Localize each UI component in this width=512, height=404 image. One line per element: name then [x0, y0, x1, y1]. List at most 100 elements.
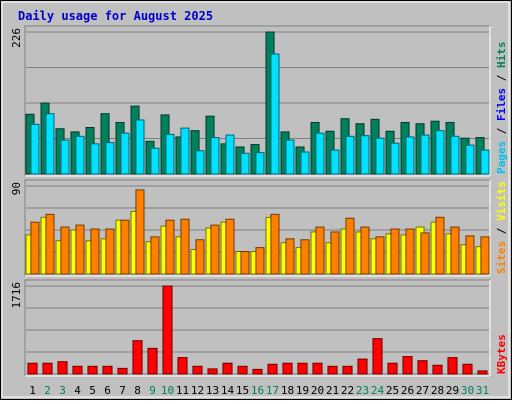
bar-kbytes-day-30 — [462, 363, 473, 375]
bar-kbytes-day-31 — [477, 370, 488, 375]
bar-sites-day-12 — [195, 239, 205, 275]
bar-kbytes-day-28 — [432, 364, 443, 375]
bar-kbytes-day-5 — [87, 365, 98, 375]
bar-kbytes-day-6 — [102, 365, 113, 375]
x-tick-label: 20 — [311, 384, 324, 397]
x-tick-label: 30 — [461, 384, 474, 397]
x-tick-label: 23 — [356, 384, 369, 397]
bar-kbytes-day-16 — [252, 368, 263, 375]
bar-files-day-13 — [210, 137, 220, 175]
bar-files-day-26 — [405, 136, 415, 175]
x-tick-label: 19 — [296, 384, 309, 397]
x-tick-label: 6 — [104, 384, 111, 397]
bar-kbytes-day-4 — [72, 365, 83, 375]
x-tick-label: 8 — [134, 384, 141, 397]
bar-kbytes-day-18 — [282, 362, 293, 375]
bar-files-day-2 — [45, 113, 55, 175]
bar-sites-day-16 — [255, 247, 265, 275]
bar-files-day-27 — [420, 134, 430, 175]
bar-files-day-23 — [360, 135, 370, 175]
bar-files-day-7 — [120, 132, 130, 175]
series-axis-label-part: / — [495, 68, 508, 88]
chart-title: Daily usage for August 2025 — [18, 9, 213, 23]
bar-sites-day-11 — [180, 218, 190, 275]
x-tick-label: 29 — [446, 384, 459, 397]
x-tick-label: 12 — [191, 384, 204, 397]
bar-sites-day-20 — [315, 226, 325, 275]
bar-kbytes-day-22 — [342, 365, 353, 375]
bar-kbytes-day-20 — [312, 362, 323, 375]
bar-kbytes-day-27 — [417, 360, 428, 375]
bar-files-day-17 — [270, 53, 280, 175]
panels-layer: 226 Pages / Files / Hits 90 Sites / Visits 1… — [10, 25, 508, 377]
bar-sites-day-24 — [375, 236, 385, 275]
x-tick-label: 15 — [236, 384, 249, 397]
x-tick-label: 9 — [149, 384, 156, 397]
bar-sites-day-28 — [435, 216, 445, 275]
bar-sites-day-3 — [60, 226, 70, 275]
x-tick-label: 4 — [74, 384, 81, 397]
bar-sites-day-1 — [30, 221, 40, 275]
bar-sites-day-13 — [210, 224, 220, 275]
panel-kbytes: 1716 KBytes — [10, 279, 508, 377]
series-axis-label-part: Sites — [495, 241, 508, 274]
bar-kbytes-day-19 — [297, 362, 308, 375]
bar-files-day-22 — [345, 135, 355, 175]
bar-files-day-29 — [450, 135, 460, 175]
x-tick-label: 22 — [341, 384, 354, 397]
bar-sites-day-5 — [90, 228, 100, 275]
bar-sites-day-10 — [165, 219, 175, 275]
x-tick-label: 1 — [29, 384, 36, 397]
bar-kbytes-day-21 — [327, 365, 338, 375]
bar-files-day-15 — [240, 152, 250, 175]
panel-hits-files-pages: 226 Pages / Files / Hits — [10, 25, 508, 177]
bar-kbytes-day-3 — [57, 361, 68, 375]
bar-files-day-24 — [375, 137, 385, 175]
bar-files-day-6 — [105, 142, 115, 175]
bar-kbytes-day-15 — [237, 365, 248, 375]
bar-sites-day-25 — [390, 228, 400, 275]
panel-visits-sites: 90 Sites / Visits — [10, 179, 508, 277]
bar-files-day-18 — [285, 139, 295, 175]
x-tick-label: 14 — [221, 384, 235, 397]
x-tick-label: 31 — [476, 384, 489, 397]
bar-kbytes-day-26 — [402, 356, 413, 375]
series-axis-label: Sites / Visits — [495, 181, 508, 274]
bar-sites-day-27 — [420, 232, 430, 275]
bar-kbytes-day-29 — [447, 357, 458, 375]
x-tick-label: 26 — [401, 384, 414, 397]
series-axis-label: Pages / Files / Hits — [495, 42, 508, 175]
series-axis-label-part: KBytes — [495, 334, 508, 374]
bar-sites-day-22 — [345, 217, 355, 275]
bar-files-day-25 — [390, 142, 400, 175]
bar-sites-day-2 — [45, 213, 55, 275]
bar-sites-day-29 — [450, 226, 460, 275]
series-axis-label-part: Hits — [495, 42, 508, 69]
x-axis-labels: 1 2 3 4 5 6 7 8 9 10 11 12 13 14 15 16 17 18 19 20 21 22 23 24 2… — [29, 384, 489, 397]
bar-files-day-14 — [225, 134, 235, 175]
x-tick-label: 5 — [89, 384, 96, 397]
bar-sites-day-7 — [120, 219, 130, 275]
x-tick-label: 10 — [161, 384, 174, 397]
bar-kbytes-day-7 — [117, 367, 128, 375]
bar-kbytes-day-25 — [387, 362, 398, 375]
bar-sites-day-4 — [75, 224, 85, 275]
bar-files-day-12 — [195, 150, 205, 175]
bar-files-day-16 — [255, 152, 265, 175]
series-axis-label-part: Visits — [495, 181, 508, 221]
bar-sites-day-6 — [105, 228, 115, 275]
bar-files-day-31 — [480, 149, 490, 175]
y-max-label: 226 — [10, 28, 23, 48]
bar-sites-day-26 — [405, 228, 415, 275]
bar-kbytes-day-14 — [222, 362, 233, 375]
bar-kbytes-day-12 — [192, 365, 203, 375]
x-tick-label: 13 — [206, 384, 219, 397]
bar-sites-day-23 — [360, 226, 370, 275]
bar-files-day-1 — [30, 123, 40, 175]
x-tick-label: 21 — [326, 384, 339, 397]
series-axis-label-part: Pages — [495, 141, 508, 174]
bar-files-day-30 — [465, 144, 475, 175]
bar-files-day-8 — [135, 119, 145, 175]
x-tick-label: 3 — [59, 384, 66, 397]
